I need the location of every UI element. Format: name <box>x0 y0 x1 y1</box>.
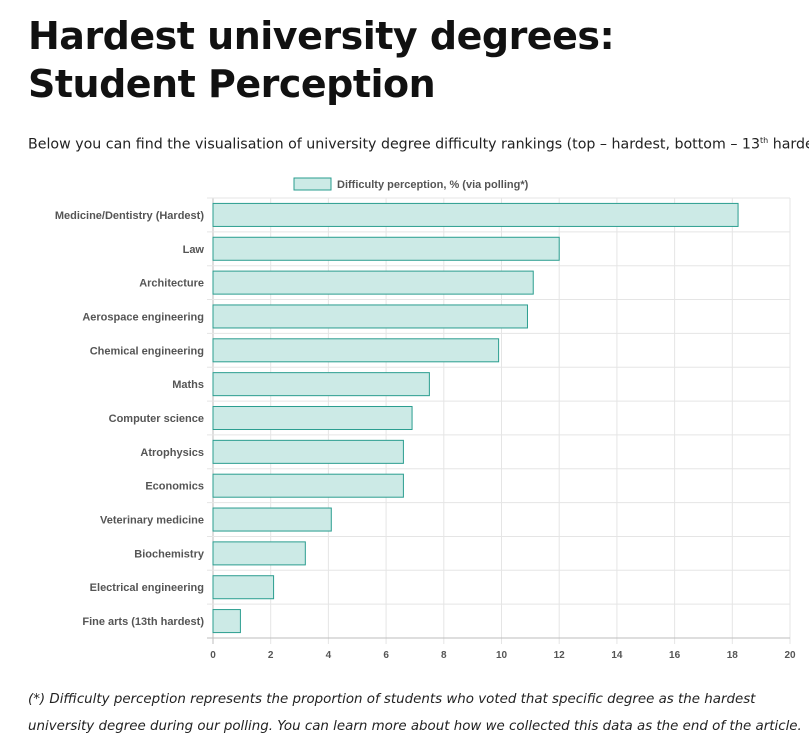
bar[interactable] <box>212 575 275 600</box>
difficulty-bar-chart: Difficulty perception, % (via polling*) … <box>0 168 809 668</box>
intro-text-start: Below you can find the visualisation of … <box>28 136 760 153</box>
bar[interactable] <box>212 236 560 261</box>
x-tick-label: 20 <box>784 650 796 661</box>
bar[interactable] <box>212 473 404 498</box>
x-tick-label: 14 <box>611 650 623 661</box>
y-tick-label: Atrophysics <box>140 447 204 459</box>
y-tick-label: Biochemistry <box>134 548 205 560</box>
y-tick-label: Fine arts (13th hardest) <box>82 616 204 628</box>
x-tick-label: 16 <box>669 650 681 661</box>
y-tick-label: Law <box>183 244 205 256</box>
chart-legend[interactable]: Difficulty perception, % (via polling*) <box>293 177 529 191</box>
y-tick-label: Veterinary medicine <box>100 515 204 527</box>
chart-bars <box>212 202 739 634</box>
y-tick-label: Economics <box>145 481 204 493</box>
x-tick-label: 4 <box>326 650 332 661</box>
bar[interactable] <box>212 270 534 295</box>
legend-swatch <box>293 177 332 191</box>
page-title: Hardest university degrees: Student Perc… <box>28 14 615 106</box>
bar[interactable] <box>212 439 404 464</box>
bar[interactable] <box>212 541 306 566</box>
x-axis-labels: 0 2 4 6 8 10 12 14 16 18 20 <box>210 650 796 661</box>
y-tick-label: Electrical engineering <box>90 582 204 594</box>
bar[interactable] <box>212 405 413 431</box>
bar[interactable] <box>212 609 241 634</box>
x-tick-label: 8 <box>441 650 447 661</box>
y-tick-label: Medicine/Dentistry (Hardest) <box>55 210 204 222</box>
bar[interactable] <box>212 507 332 532</box>
x-tick-label: 2 <box>268 650 274 661</box>
y-tick-label: Chemical engineering <box>90 345 204 357</box>
x-tick-label: 12 <box>554 650 566 661</box>
y-tick-label: Computer science <box>109 413 204 425</box>
legend-label: Difficulty perception, % (via polling*) <box>337 179 529 191</box>
bar[interactable] <box>212 372 430 397</box>
bar[interactable] <box>212 202 739 227</box>
bar[interactable] <box>212 304 528 329</box>
intro-superscript: th <box>759 136 769 145</box>
x-tick-label: 10 <box>496 650 508 661</box>
bar[interactable] <box>212 338 500 363</box>
intro-text: Below you can find the visualisation of … <box>28 130 809 156</box>
footnote: (*) Difficulty perception represents the… <box>28 692 802 734</box>
y-tick-label: Architecture <box>139 278 204 290</box>
y-tick-label: Aerospace engineering <box>82 311 204 323</box>
y-axis-labels: Medicine/Dentistry (Hardest) Law Architect… <box>55 210 205 628</box>
chart-svg: Difficulty perception, % (via polling*) … <box>55 177 796 661</box>
intro-text-end: hardest). <box>772 136 809 153</box>
x-tick-label: 6 <box>383 650 389 661</box>
y-tick-label: Maths <box>172 379 204 391</box>
x-tick-label: 0 <box>210 650 216 661</box>
x-tick-label: 18 <box>727 650 739 661</box>
